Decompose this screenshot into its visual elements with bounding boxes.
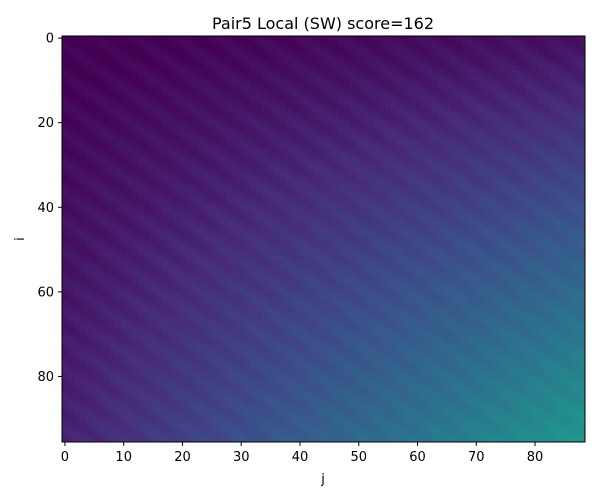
x-tick-label: 0 xyxy=(61,450,69,465)
x-tick-label: 20 xyxy=(174,450,191,465)
y-tick-label: 0 xyxy=(46,32,54,47)
y-axis-label: i xyxy=(13,237,28,241)
y-tick-label: 20 xyxy=(37,116,54,131)
heatmap-image xyxy=(62,36,585,442)
x-tick-label: 70 xyxy=(468,450,485,465)
plot-area xyxy=(61,35,586,443)
y-tick-label: 80 xyxy=(37,370,54,385)
x-tick-label: 10 xyxy=(115,450,132,465)
x-axis-label: j xyxy=(320,472,325,487)
plot-frame xyxy=(61,35,586,443)
x-tick-label: 50 xyxy=(350,450,367,465)
x-tick-label: 80 xyxy=(527,450,544,465)
x-tick-label: 30 xyxy=(233,450,250,465)
x-tick-label: 40 xyxy=(292,450,309,465)
x-axis: 0 10 20 30 40 50 60 70 80 xyxy=(61,442,544,465)
chart-title: Pair5 Local (SW) score=162 xyxy=(212,14,434,33)
y-tick-label: 40 xyxy=(37,201,54,216)
x-tick-label: 60 xyxy=(409,450,426,465)
y-axis: 0 20 40 60 80 xyxy=(37,32,62,385)
y-tick-label: 60 xyxy=(37,285,54,300)
